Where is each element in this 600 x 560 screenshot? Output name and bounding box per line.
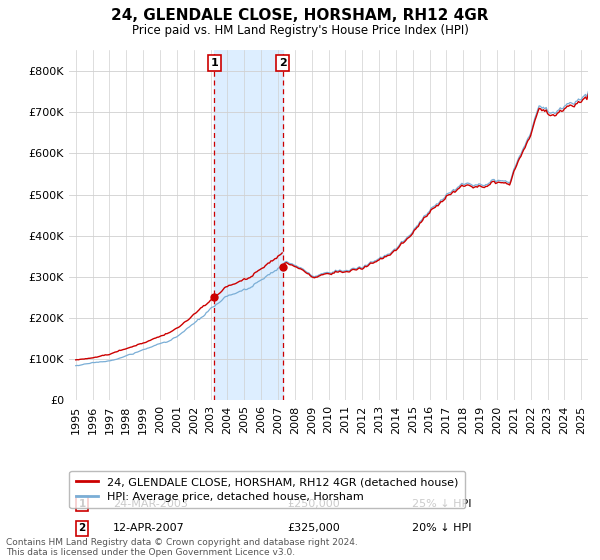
Text: £325,000: £325,000 [287,523,340,533]
Text: 1: 1 [211,58,218,68]
Text: Contains HM Land Registry data © Crown copyright and database right 2024.
This d: Contains HM Land Registry data © Crown c… [6,538,358,557]
Bar [214,50,283,400]
Legend: 24, GLENDALE CLOSE, HORSHAM, RH12 4GR (detached house), HPI: Average price, deta: 24, GLENDALE CLOSE, HORSHAM, RH12 4GR (d… [70,471,465,508]
Text: 1: 1 [79,498,86,508]
Text: 20% ↓ HPI: 20% ↓ HPI [412,523,471,533]
Text: 25% ↓ HPI: 25% ↓ HPI [412,498,471,508]
Text: 2: 2 [79,523,86,533]
Text: 24-MAR-2003: 24-MAR-2003 [113,498,188,508]
Text: 2: 2 [279,58,287,68]
Text: Price paid vs. HM Land Registry's House Price Index (HPI): Price paid vs. HM Land Registry's House … [131,24,469,36]
Text: 24, GLENDALE CLOSE, HORSHAM, RH12 4GR: 24, GLENDALE CLOSE, HORSHAM, RH12 4GR [111,8,489,24]
Text: 12-APR-2007: 12-APR-2007 [113,523,185,533]
Text: £250,000: £250,000 [287,498,340,508]
